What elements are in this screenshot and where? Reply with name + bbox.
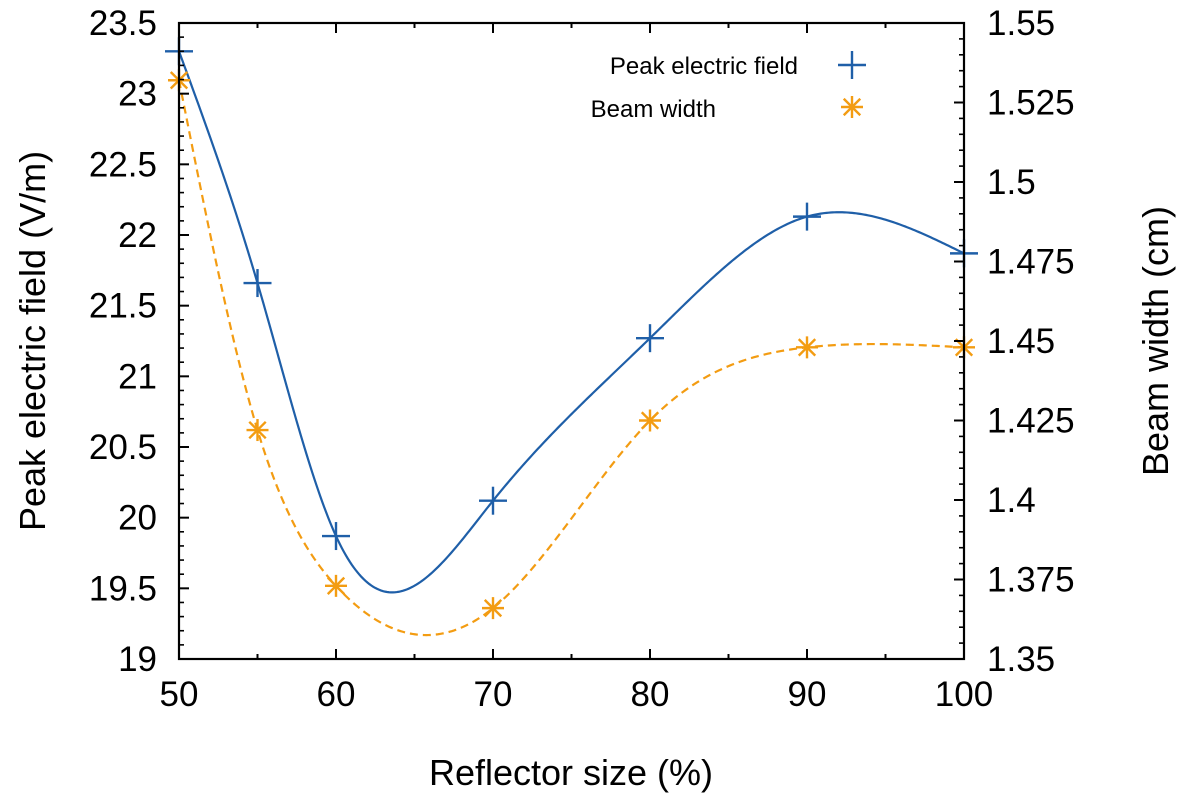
x-axis-title: Reflector size (%)	[429, 752, 713, 793]
data-point-beam-width	[325, 574, 347, 597]
y2-tick-label: 1.475	[987, 243, 1075, 282]
y2-tick-label: 1.45	[987, 322, 1055, 361]
y-tick-label: 21	[118, 357, 157, 396]
y-tick-label: 19	[118, 640, 157, 679]
data-point-beam-width	[482, 597, 504, 620]
data-point-peak-electric-field	[793, 202, 821, 231]
series-line-peak-electric-field	[177, 50, 965, 594]
data-point-peak-electric-field	[243, 269, 272, 298]
series-line-beam-width	[177, 80, 965, 637]
legend-label-peak-electric-field: Peak electric field	[610, 53, 798, 80]
x-tick-label: 90	[788, 675, 827, 714]
ticks-layer	[178, 22, 965, 660]
x-tick-label: 50	[160, 675, 199, 714]
legend-star-marker	[841, 96, 863, 118]
x-tick-label: 80	[631, 675, 670, 714]
y-tick-label: 22	[118, 216, 157, 255]
y2-tick-label: 1.425	[987, 402, 1075, 441]
y2-tick-label: 1.35	[987, 640, 1055, 679]
y2-tick-label: 1.525	[987, 84, 1075, 123]
plot-frame	[177, 21, 966, 661]
markers-layer	[165, 37, 978, 620]
x-tick-label: 100	[935, 675, 993, 714]
curves-layer	[177, 50, 965, 637]
data-point-beam-width	[639, 409, 661, 432]
y-tick-label: 23	[118, 75, 157, 114]
y-tick-label: 22.5	[89, 145, 157, 184]
labels-layer: 50 60 70 80 90 100 19 19.5 20 20.5 21 21.5 22 22.5 23 2…	[89, 4, 1075, 714]
y-tick-label: 20.5	[89, 428, 157, 467]
y2-tick-label: 1.4	[987, 481, 1036, 520]
x-tick-label: 70	[474, 675, 513, 714]
legend-marker-beam-width	[841, 96, 863, 118]
y-tick-label: 23.5	[89, 4, 157, 43]
data-point-peak-electric-field	[636, 324, 664, 353]
legend-marker-peak-electric-field	[838, 51, 866, 79]
data-point-beam-width	[246, 419, 269, 442]
y-axis-title: Peak electric field (V/m)	[12, 151, 53, 531]
x-tick-label: 60	[317, 675, 356, 714]
data-point-peak-electric-field	[322, 522, 350, 551]
y2-tick-label: 1.5	[987, 163, 1036, 202]
y-tick-label: 21.5	[89, 287, 157, 326]
y2-tick-label: 1.55	[987, 4, 1055, 43]
y-tick-label: 20	[118, 499, 157, 538]
y2-tick-label: 1.375	[987, 561, 1075, 600]
y-tick-label: 19.5	[89, 569, 157, 608]
legend-plus-marker	[838, 51, 866, 79]
legend-label-beam-width: Beam width	[591, 96, 716, 123]
y2-axis-title: Beam width (cm)	[1135, 206, 1176, 476]
data-point-beam-width	[796, 336, 818, 359]
data-point-peak-electric-field	[479, 486, 507, 515]
legend: Peak electric field Beam width	[591, 51, 866, 123]
